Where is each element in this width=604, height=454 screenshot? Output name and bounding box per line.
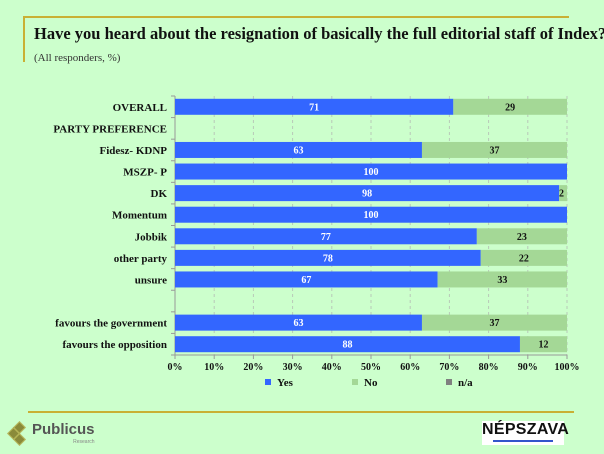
bar-yes bbox=[175, 314, 422, 331]
bar-yes bbox=[175, 163, 567, 180]
bar-yes bbox=[175, 185, 560, 202]
legend-swatch-na bbox=[446, 379, 452, 385]
data-label: 63 bbox=[293, 145, 303, 156]
data-label: 77 bbox=[321, 232, 331, 243]
category-label: other party bbox=[114, 253, 168, 265]
category-label: MSZP- P bbox=[123, 167, 167, 179]
x-tick-label: 20% bbox=[243, 362, 263, 373]
data-label: 29 bbox=[505, 102, 515, 113]
bar-no bbox=[421, 314, 567, 331]
data-label: 98 bbox=[362, 189, 372, 200]
data-label: 37 bbox=[489, 145, 499, 156]
x-tick-label: 40% bbox=[322, 362, 342, 373]
bar-yes bbox=[175, 206, 567, 223]
legend-swatch-no bbox=[352, 379, 358, 385]
category-label: Fidesz- KDNP bbox=[99, 145, 167, 157]
x-tick-label: 0% bbox=[168, 362, 183, 373]
data-label: 22 bbox=[519, 253, 529, 264]
category-label: DK bbox=[151, 188, 168, 200]
data-label: 37 bbox=[489, 318, 499, 329]
category-label: PARTY PREFERENCE bbox=[53, 123, 167, 135]
data-label: 88 bbox=[342, 340, 352, 351]
data-label: 2 bbox=[559, 189, 564, 200]
category-label: favours the opposition bbox=[62, 339, 167, 351]
data-label: 100 bbox=[364, 167, 379, 178]
data-label: 71 bbox=[309, 102, 319, 113]
data-label: 63 bbox=[293, 318, 303, 329]
bar-no bbox=[519, 336, 567, 353]
x-tick-label: 90% bbox=[518, 362, 538, 373]
data-label: 12 bbox=[538, 340, 548, 351]
bar-no bbox=[559, 185, 567, 202]
legend-label: n/a bbox=[458, 377, 473, 389]
publicus-logo-subtext: Research bbox=[73, 439, 95, 445]
data-label: 23 bbox=[517, 232, 527, 243]
bar-yes bbox=[175, 271, 438, 288]
data-label: 78 bbox=[323, 253, 333, 264]
publicus-logo-text: Publicus bbox=[32, 421, 95, 438]
footer-divider bbox=[28, 411, 574, 413]
publicus-diamond-icon bbox=[7, 421, 28, 446]
x-tick-label: 80% bbox=[479, 362, 499, 373]
chart-subtitle: (All responders, %) bbox=[34, 52, 121, 64]
title-frame-top bbox=[23, 16, 569, 18]
nepszava-logo: NÉPSZAVA bbox=[482, 421, 570, 445]
publicus-logo: Publicus Research bbox=[7, 420, 95, 446]
bar-yes bbox=[175, 336, 520, 353]
data-label: 33 bbox=[497, 275, 507, 286]
nepszava-logo-text: NÉPSZAVA bbox=[482, 421, 570, 438]
x-tick-label: 60% bbox=[400, 362, 420, 373]
data-label: 100 bbox=[364, 210, 379, 221]
legend-swatch-yes bbox=[265, 379, 271, 385]
bar-no bbox=[480, 249, 567, 266]
bar-no bbox=[421, 141, 567, 158]
category-label: favours the government bbox=[55, 318, 167, 330]
category-label: unsure bbox=[135, 274, 167, 286]
category-label: Momentum bbox=[112, 210, 167, 222]
bar-no bbox=[453, 98, 567, 115]
bar-no bbox=[476, 228, 567, 245]
bar-yes bbox=[175, 141, 422, 158]
x-tick-label: 70% bbox=[439, 362, 459, 373]
title-frame-left bbox=[23, 16, 25, 62]
bar-no bbox=[437, 271, 567, 288]
data-label: 67 bbox=[301, 275, 311, 286]
x-tick-label: 30% bbox=[283, 362, 303, 373]
x-tick-label: 100% bbox=[555, 362, 580, 373]
bar-yes bbox=[175, 228, 477, 245]
category-label: OVERALL bbox=[113, 102, 167, 114]
x-tick-label: 50% bbox=[361, 362, 381, 373]
x-tick-label: 10% bbox=[204, 362, 224, 373]
bar-yes bbox=[175, 249, 481, 266]
category-label: Jobbik bbox=[135, 231, 168, 243]
legend-label: Yes bbox=[277, 377, 294, 389]
legend-label: No bbox=[364, 377, 378, 389]
nepszava-logo-underline bbox=[493, 440, 553, 442]
bar-yes bbox=[175, 98, 454, 115]
chart-title: Have you heard about the resignation of … bbox=[34, 24, 604, 43]
